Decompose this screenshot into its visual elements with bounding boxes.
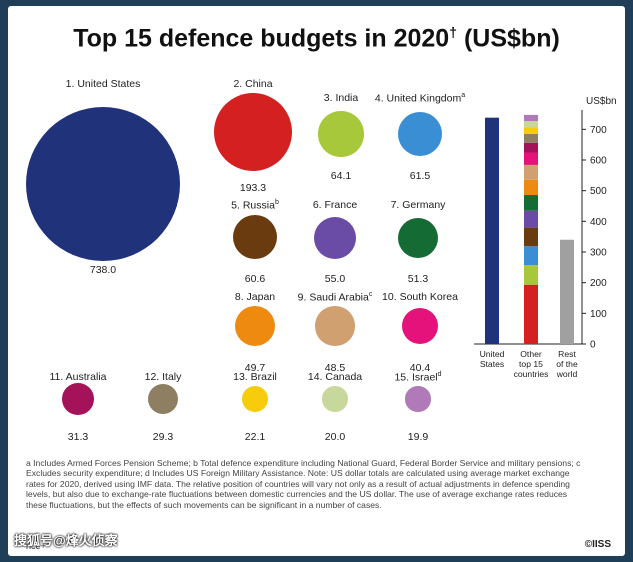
- country-value: 20.0: [324, 431, 346, 443]
- bar-united-states: [485, 117, 499, 345]
- country-label: 9. Saudi Arabiac: [297, 291, 373, 304]
- bar-rest-of-world: [560, 239, 574, 344]
- y-tick-label: 100: [590, 309, 607, 320]
- x-category-label: top 15: [519, 359, 543, 369]
- country-label: 12. Italy: [144, 371, 182, 383]
- bar-segment: [524, 114, 538, 122]
- x-category-label: countries: [514, 369, 549, 379]
- bar-segment: [524, 133, 538, 143]
- footnote-marker: a: [461, 92, 466, 99]
- country-label: 8. Japan: [234, 291, 276, 303]
- country-label: 11. Australia: [49, 371, 107, 383]
- country-value: 193.3: [239, 182, 267, 194]
- bar-segment: [524, 164, 538, 180]
- country-value: 48.5: [324, 362, 346, 374]
- footnote: a Includes Armed Forces Pension Scheme; …: [26, 458, 581, 510]
- y-tick-label: 400: [590, 217, 607, 228]
- infographic-card: Top 15 defence budgets in 2020† (US$bn) …: [8, 6, 625, 556]
- country-label: 6. France: [312, 199, 358, 211]
- y-tick-label: 200: [590, 278, 607, 289]
- country-bubble: [322, 386, 348, 412]
- bar-segment: [524, 210, 538, 228]
- y-axis-unit: US$bn: [586, 96, 617, 107]
- country-bubble: [147, 383, 179, 415]
- x-category-label: of the: [556, 359, 578, 369]
- footnote-marker: c: [368, 291, 373, 298]
- title-unit: (US$bn): [457, 24, 560, 53]
- x-category-label: world: [556, 369, 578, 379]
- country-label: 2. China: [233, 78, 273, 90]
- country-value: 55.0: [324, 273, 346, 285]
- bar-segment: [524, 265, 538, 285]
- y-tick-label: 700: [590, 125, 607, 136]
- source-label: nce+: [26, 541, 46, 551]
- country-value: 40.4: [409, 362, 431, 374]
- bar-segment: [524, 195, 538, 211]
- country-bubble: [241, 385, 269, 413]
- country-bubble: [313, 216, 356, 259]
- country-value: 51.3: [407, 273, 429, 285]
- x-category-label: Rest: [558, 349, 576, 359]
- country-bubble: [62, 383, 94, 415]
- country-bubble: [401, 307, 438, 344]
- bar-segment: [524, 121, 538, 128]
- country-label: 13. Brazil: [233, 371, 277, 383]
- x-category-label: States: [480, 359, 504, 369]
- country-value: 29.3: [152, 431, 174, 443]
- country-value: 31.3: [67, 431, 89, 443]
- iiss-logo: ©IISS: [584, 539, 611, 550]
- country-label: 14. Canada: [307, 371, 363, 383]
- bar-segment: [524, 246, 538, 266]
- bar-segment: [524, 152, 538, 165]
- y-tick-label: 600: [590, 156, 607, 167]
- country-label: 1. United States: [65, 78, 141, 90]
- country-label: 5. Russiab: [231, 199, 279, 212]
- title-text: Top 15 defence budgets in 2020: [73, 24, 450, 53]
- country-bubble: [405, 386, 431, 412]
- country-bubble: [397, 217, 439, 259]
- country-bubble: [213, 92, 293, 172]
- country-value: 22.1: [244, 431, 266, 443]
- country-bubble: [315, 306, 355, 346]
- country-value: 19.9: [407, 431, 429, 443]
- bar-segment: [524, 284, 538, 344]
- title-marker: †: [449, 24, 458, 40]
- country-value: 738.0: [89, 264, 117, 276]
- bar-segment: [524, 179, 538, 196]
- bar-segment: [524, 127, 538, 134]
- chart-title: Top 15 defence budgets in 2020† (US$bn): [8, 24, 625, 53]
- country-label: 7. Germany: [390, 199, 446, 211]
- country-value: 61.5: [409, 170, 431, 182]
- country-label: 15. Israeld: [394, 371, 442, 384]
- country-label: 4. United Kingdoma: [374, 92, 466, 105]
- bar-segment: [524, 227, 538, 247]
- country-value: 64.1: [330, 170, 352, 182]
- country-label: 3. India: [323, 92, 359, 104]
- y-tick-label: 300: [590, 248, 607, 259]
- country-value: 60.6: [244, 273, 266, 285]
- footnote-marker: b: [274, 199, 279, 206]
- country-bubble: [235, 306, 275, 346]
- country-bubble: [397, 111, 443, 157]
- x-category-label: Other: [520, 349, 542, 359]
- x-category-label: United: [480, 349, 505, 359]
- watermark: 搜狐号@烽火侦察: [14, 533, 118, 548]
- country-label: 10. South Korea: [382, 291, 458, 303]
- y-tick-label: 500: [590, 186, 607, 197]
- bar-segment: [524, 142, 538, 153]
- y-tick-label: 0: [590, 340, 596, 351]
- country-value: 49.7: [244, 362, 266, 374]
- country-bubble: [318, 111, 364, 157]
- country-bubble: [26, 107, 180, 261]
- footnote-marker: d: [437, 371, 442, 378]
- country-bubble: [232, 214, 278, 260]
